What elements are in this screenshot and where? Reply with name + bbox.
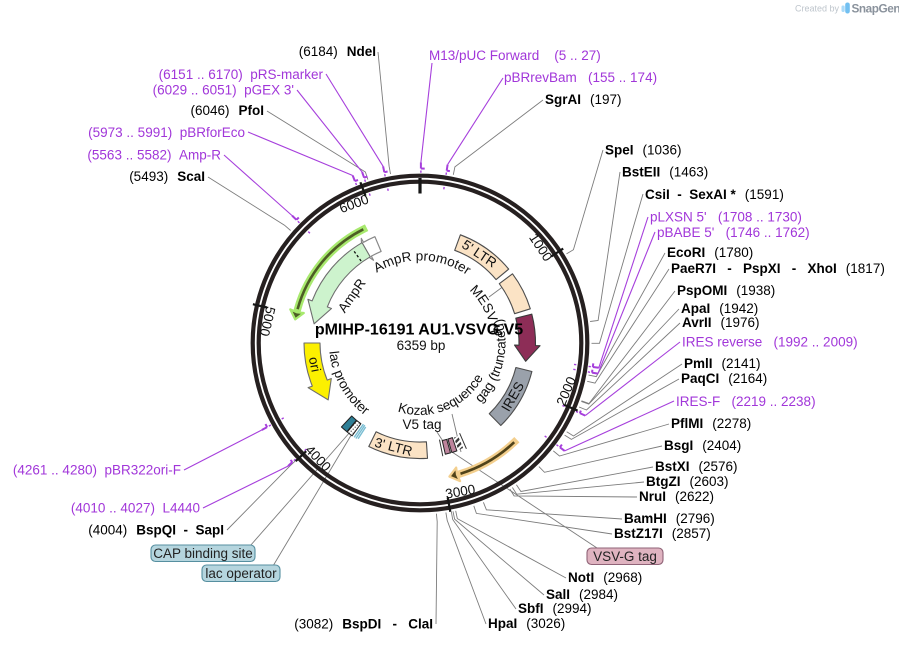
svg-text:SpeI(1036): SpeI(1036) (605, 143, 682, 158)
svg-text:IRES-F (2219 .. 2238): IRES-F (2219 .. 2238) (676, 394, 816, 409)
svg-text:(4010 .. 4027) L4440: (4010 .. 4027) L4440 (71, 501, 200, 516)
svg-text:NotI(2968): NotI(2968) (568, 570, 642, 585)
svg-text:PmlI(2141): PmlI(2141) (684, 356, 761, 371)
svg-text:(6029 .. 6051) pGEX 3': (6029 .. 6051) pGEX 3' (153, 83, 294, 98)
svg-text:(6151 .. 6170) pRS-marker: (6151 .. 6170) pRS-marker (159, 67, 324, 82)
svg-text:PspOMI(1938): PspOMI(1938) (677, 283, 775, 298)
svg-text:AvrII(1976): AvrII(1976) (682, 315, 760, 330)
svg-text:BsgI(2404): BsgI(2404) (664, 438, 741, 453)
svg-text:6359 bp: 6359 bp (397, 338, 446, 353)
svg-text:SalI(2984): SalI(2984) (546, 587, 618, 602)
svg-text:SbfI(2994): SbfI(2994) (518, 601, 592, 616)
svg-text:(3082)BspDI - ClaI: (3082)BspDI - ClaI (294, 617, 433, 632)
svg-text:pLXSN 5' (1708 .. 1730): pLXSN 5' (1708 .. 1730) (650, 210, 802, 225)
svg-text:NruI(2622): NruI(2622) (639, 489, 714, 504)
svg-text:V5 tag: V5 tag (402, 417, 441, 432)
svg-text:(5973 .. 5991) pBRforEco: (5973 .. 5991) pBRforEco (88, 125, 245, 140)
svg-text:(6046)PfoI: (6046)PfoI (190, 103, 264, 118)
svg-text:pBABE 5' (1746 .. 1762): pBABE 5' (1746 .. 1762) (657, 225, 810, 240)
svg-text:(5493)ScaI: (5493)ScaI (129, 169, 205, 184)
svg-text:(6184)NdeI: (6184)NdeI (299, 44, 376, 59)
svg-text:M13/pUC Forward (5 .. 27): M13/pUC Forward (5 .. 27) (429, 48, 601, 63)
svg-text:BstZ17I(2857): BstZ17I(2857) (614, 526, 711, 541)
svg-text:IRES reverse (1992 .. 2009): IRES reverse (1992 .. 2009) (682, 335, 858, 350)
svg-text:ApaI(1942): ApaI(1942) (681, 301, 758, 316)
svg-text:(4261 .. 4280) pBR322ori-F: (4261 .. 4280) pBR322ori-F (13, 463, 181, 478)
svg-text:CAP binding site: CAP binding site (153, 546, 253, 561)
svg-text:(4004)BspQI - SapI: (4004)BspQI - SapI (88, 523, 224, 538)
svg-text:PaeR7I - PspXI - XhoI(: PaeR7I - PspXI - XhoI(1817) (671, 261, 885, 276)
svg-text:ori: ori (306, 356, 324, 374)
svg-text:lac operator: lac operator (205, 566, 277, 581)
svg-text:pBRrevBam (155 .. 174): pBRrevBam (155 .. 174) (504, 70, 657, 85)
svg-text:HpaI(3026): HpaI(3026) (488, 616, 565, 631)
svg-text:(5563 .. 5582) Amp-R: (5563 .. 5582) Amp-R (87, 148, 221, 163)
svg-text:pMIHP-16191 AU1.VSVG.V5: pMIHP-16191 AU1.VSVG.V5 (315, 322, 523, 339)
svg-text:CsiI - SexAI *(1591): CsiI - SexAI *(1591) (645, 187, 784, 202)
svg-text:VSV-G tag: VSV-G tag (593, 549, 657, 564)
svg-text:SnapGene: SnapGene (852, 2, 899, 16)
svg-text:Created by: Created by (795, 4, 840, 14)
